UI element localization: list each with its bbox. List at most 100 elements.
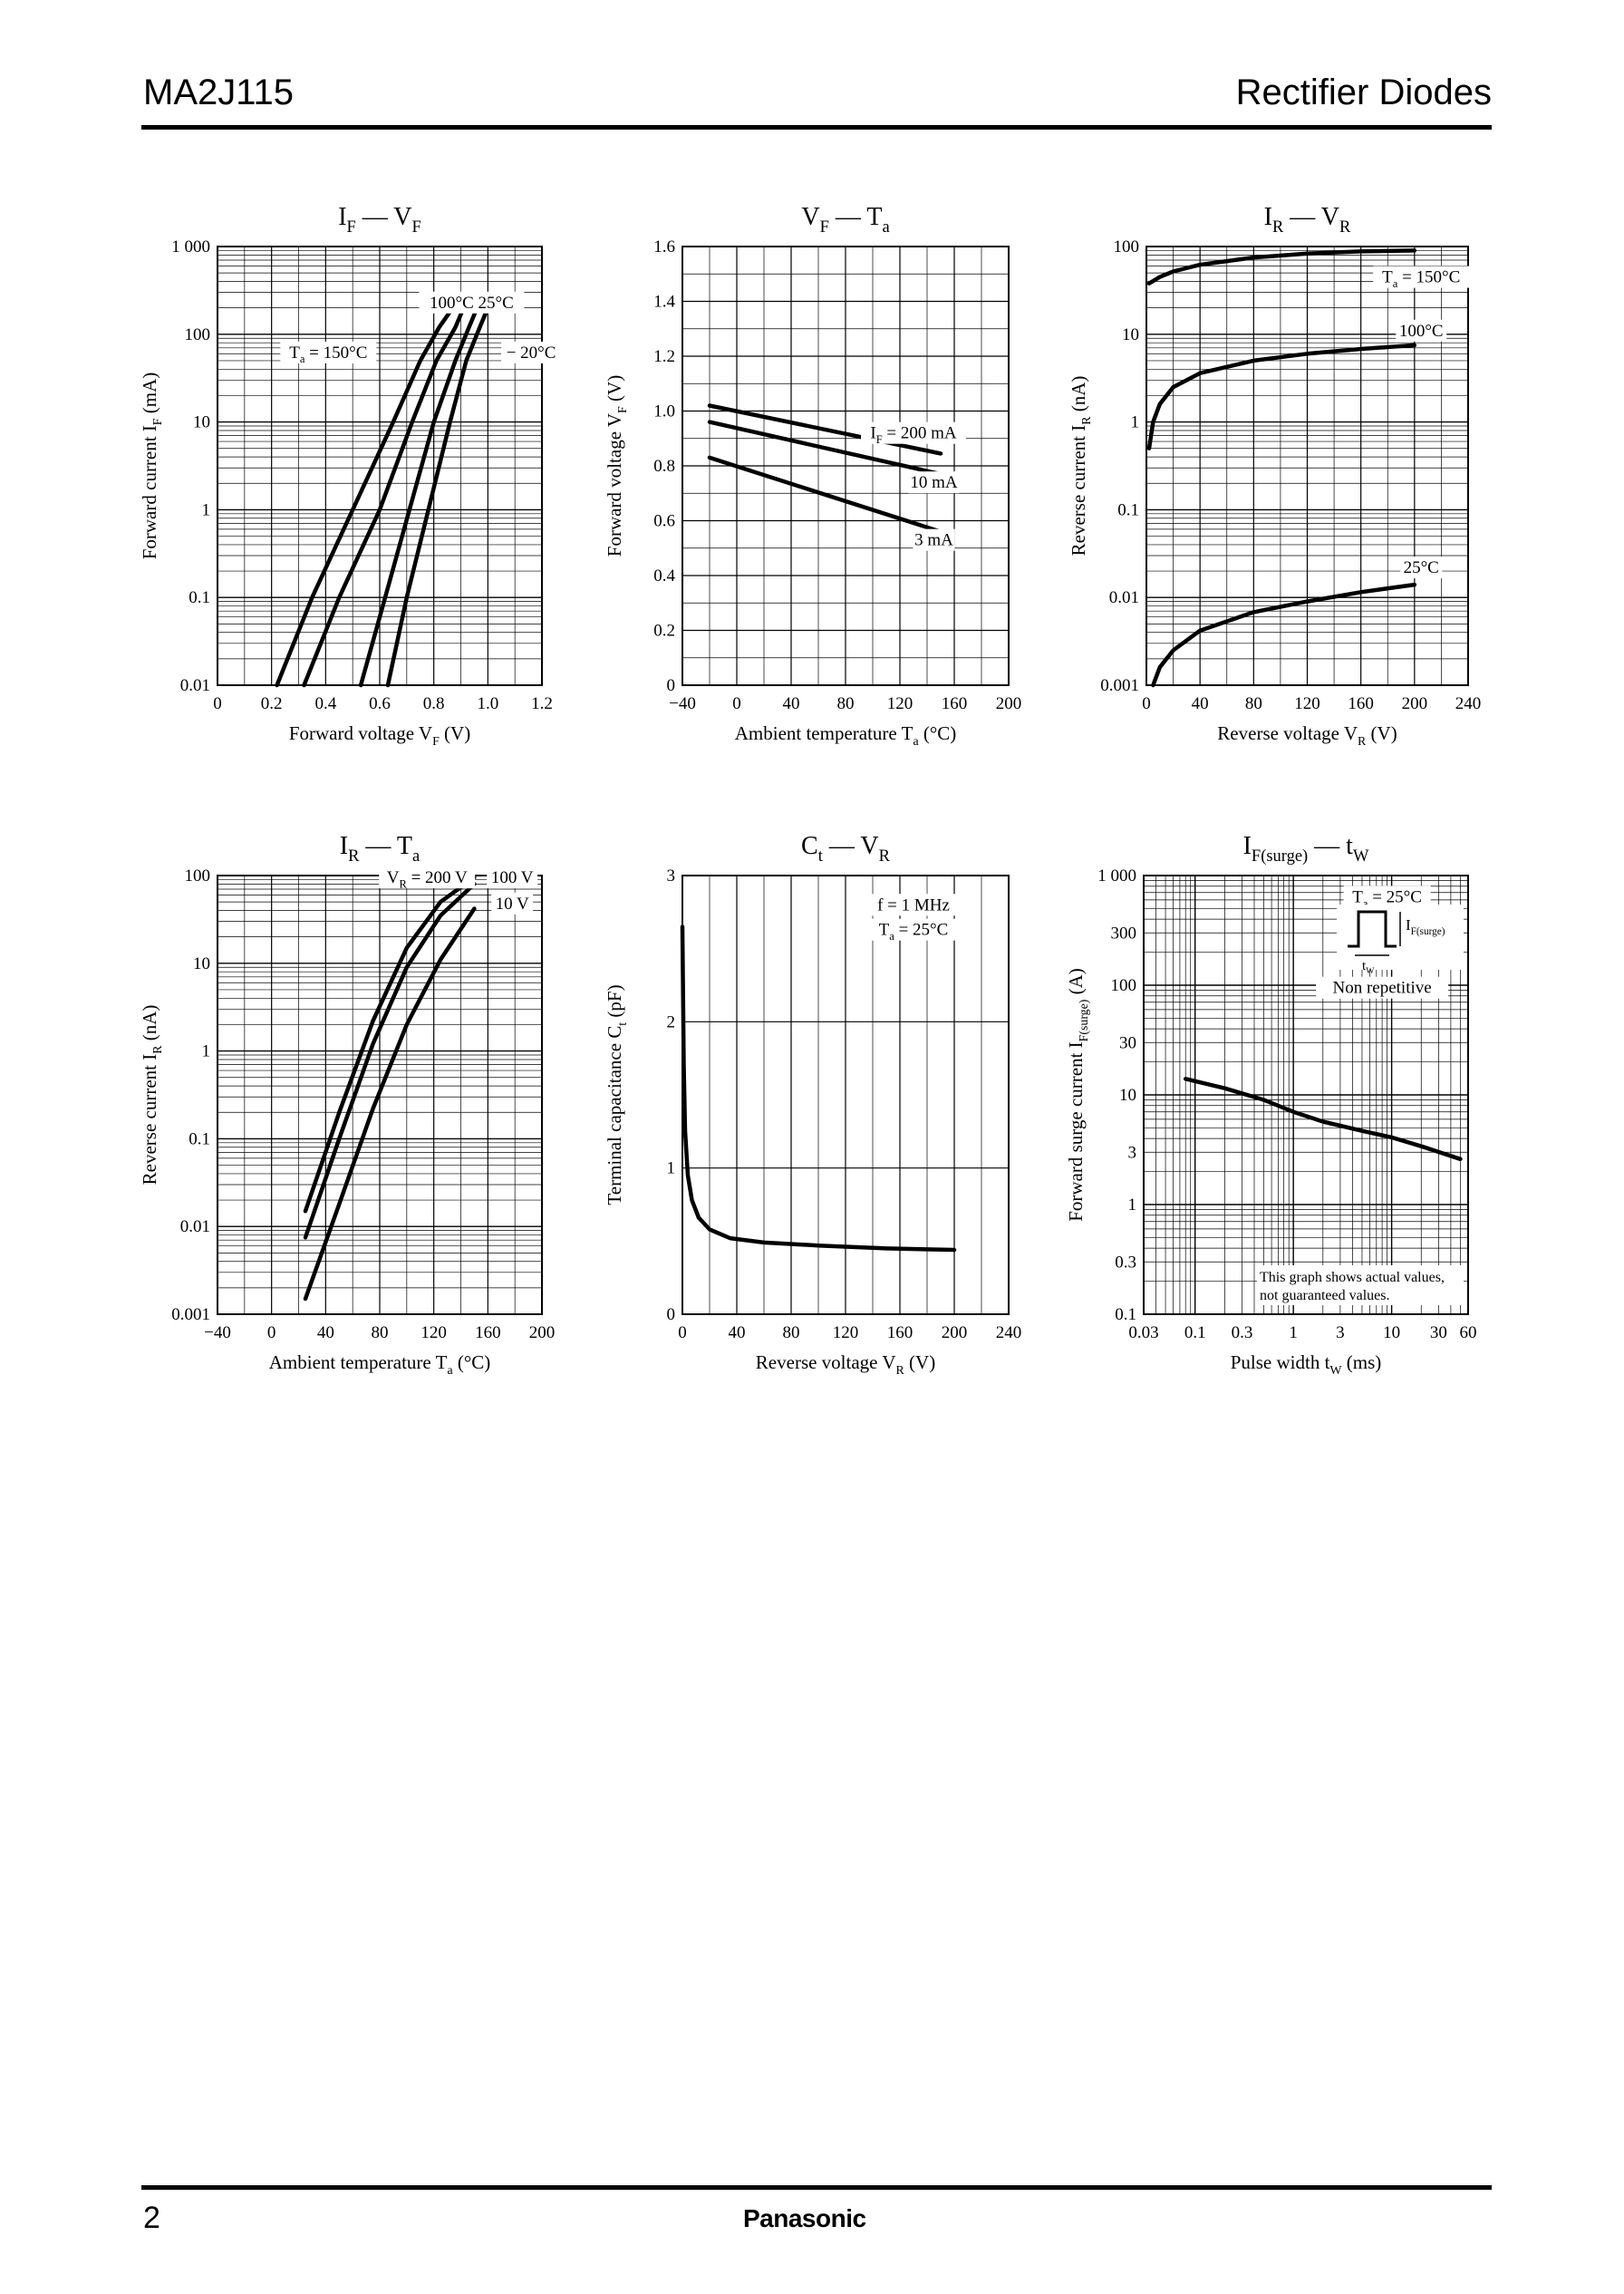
x-tick-label: 1.0	[477, 694, 498, 713]
inset-if-label: IF(surge)	[1406, 916, 1445, 937]
x-tick-label: 0.6	[369, 694, 391, 713]
x-tick-label: 160	[1348, 694, 1374, 713]
pulse-inset: IF(surge) tW	[1337, 905, 1464, 976]
y-tick-label: 0.01	[180, 676, 210, 695]
y-tick-label: 1 000	[171, 237, 210, 257]
x-tick-label: 30	[1430, 1323, 1447, 1342]
x-tick-label: 200	[529, 1323, 556, 1342]
page-number: 2	[143, 2201, 160, 2235]
part-number: MA2J115	[143, 73, 295, 112]
series-label: 25°C	[1404, 558, 1439, 577]
series-label: f = 1 MHz	[877, 895, 950, 915]
x-tick-label: −40	[204, 1323, 231, 1342]
series-label: VR = 200 V	[387, 868, 468, 890]
x-tick-label: 10	[1383, 1323, 1400, 1342]
y-tick-label: 3	[667, 866, 676, 886]
series-label: 3 mA	[914, 531, 953, 550]
y-tick-label: 1.6	[653, 237, 675, 257]
series-label: 10 mA	[910, 473, 958, 492]
y-tick-label: 0.001	[1100, 676, 1139, 695]
x-axis-label: Reverse voltage VR (V)	[1217, 722, 1397, 748]
y-tick-label: 10	[193, 954, 210, 973]
x-tick-label: 120	[1294, 694, 1320, 713]
y-tick-label: 0.001	[171, 1305, 210, 1324]
x-tick-label: 60	[1460, 1323, 1477, 1342]
series-line	[707, 420, 943, 477]
x-tick-label: 200	[942, 1323, 968, 1342]
x-tick-label: −40	[669, 694, 696, 713]
y-axis-label: Forward surge current IF(surge) (A)	[1065, 968, 1091, 1222]
chart-title: IF(surge) — tW	[1243, 832, 1369, 866]
series-label: Ta = 25°C	[1352, 887, 1422, 909]
x-tick-label: 40	[783, 694, 800, 713]
footer-rule	[141, 2185, 1492, 2190]
y-tick-label: 10	[1122, 325, 1139, 344]
y-tick-label: 100	[1111, 976, 1137, 995]
brand-logo: Panasonic	[743, 2204, 866, 2232]
note-line: This graph shows actual values,	[1260, 1270, 1445, 1285]
x-tick-label: 160	[475, 1323, 501, 1342]
plot-frame	[217, 246, 543, 686]
y-tick-label: 0.01	[180, 1217, 210, 1236]
plot-frame	[1146, 246, 1469, 686]
y-tick-label: 0.01	[1109, 588, 1139, 607]
y-tick-label: 1.4	[653, 293, 675, 312]
y-axis-label: Forward current IF (mA)	[139, 373, 164, 560]
x-tick-label: 40	[317, 1323, 334, 1342]
x-tick-label: 0.4	[314, 694, 336, 713]
x-tick-label: 0.3	[1232, 1323, 1253, 1342]
y-axis-label-group: Forward surge current IF(surge) (A)	[1065, 968, 1091, 1222]
y-axis-label: Reverse current IR (nA)	[139, 1005, 164, 1186]
x-tick-label: 120	[833, 1323, 859, 1342]
x-axis-label: Ambient temperature Ta (°C)	[735, 722, 957, 748]
document-category: Rectifier Diodes	[1235, 73, 1492, 112]
y-tick-label: 0.3	[1115, 1253, 1136, 1272]
chart-title: IR — VR	[1264, 203, 1351, 236]
y-tick-label: 1	[1131, 413, 1140, 432]
y-tick-label: 1	[1128, 1195, 1137, 1215]
y-tick-label: 10	[1119, 1086, 1136, 1105]
series-line	[707, 455, 943, 534]
x-tick-label: 3	[1336, 1323, 1345, 1342]
x-axis-label: Forward voltage VF (V)	[289, 722, 470, 748]
series-line	[275, 305, 455, 688]
y-axis-label-group: Reverse current IR (nA)	[1068, 376, 1093, 557]
y-axis-label-group: Forward current IF (mA)	[139, 373, 164, 560]
series-label: − 20°C	[507, 344, 556, 363]
y-tick-label: 30	[1119, 1033, 1136, 1052]
x-tick-label: 0	[267, 1323, 276, 1342]
series-line	[680, 924, 957, 1253]
series-line	[707, 403, 943, 456]
y-tick-label: 0.1	[1115, 1305, 1136, 1324]
y-tick-label: 100	[185, 325, 211, 344]
y-tick-label: 1.0	[653, 402, 675, 421]
series-label: Ta = 150°C	[1382, 268, 1460, 290]
x-tick-label: 0	[732, 694, 741, 713]
series-line	[303, 882, 477, 1240]
series-line	[302, 305, 466, 688]
y-tick-label: 1	[202, 500, 211, 519]
x-tick-label: 40	[729, 1323, 746, 1342]
y-axis-label-group: Reverse current IR (nA)	[139, 1005, 164, 1186]
x-tick-label: 0	[678, 1323, 687, 1342]
y-tick-label: 1.2	[653, 347, 675, 366]
series-label: 100°C	[1399, 322, 1444, 341]
x-tick-label: 160	[942, 694, 968, 713]
series-line	[1151, 582, 1417, 688]
chart-if-vf: 0 0.2 0.4 0.6 0.8 1.0 1.2 0.01 0.1 1 10 100 1 000 IF …	[139, 203, 562, 748]
chart-title: Ct — VR	[801, 832, 891, 865]
y-tick-label: 1	[202, 1042, 211, 1061]
grid-if-vf	[217, 247, 542, 686]
series-line	[385, 305, 490, 688]
x-tick-label: 0	[213, 694, 222, 713]
x-tick-label: 1.2	[531, 694, 553, 713]
y-axis-label: Forward voltage VF (V)	[604, 375, 629, 557]
chart-vf-ta: −40 0 40 80 120 160 20000.20.40.60.81.01.21.41…	[604, 203, 1021, 748]
x-tick-label: 200	[1402, 694, 1428, 713]
header-rule	[141, 125, 1492, 130]
x-tick-label: 1	[1289, 1323, 1298, 1342]
plot-frame	[1143, 875, 1469, 1315]
series-line	[1146, 248, 1417, 286]
x-tick-label: 0	[1142, 694, 1151, 713]
